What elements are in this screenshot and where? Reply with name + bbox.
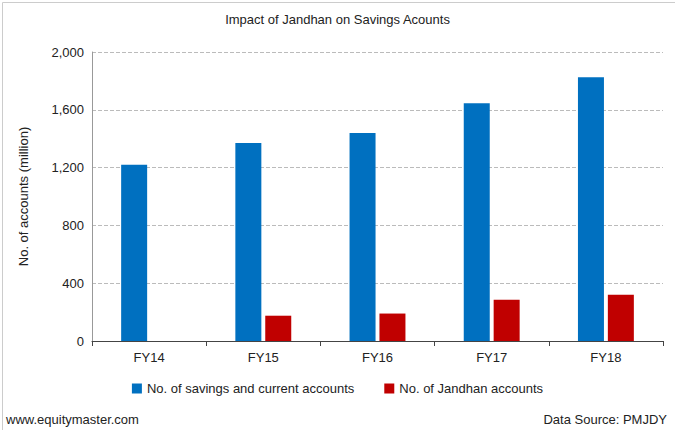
svg-text:1,200: 1,200	[51, 160, 84, 175]
svg-text:2,000: 2,000	[51, 45, 84, 60]
svg-text:FY17: FY17	[476, 350, 507, 365]
svg-text:800: 800	[62, 218, 84, 233]
svg-text:No. of savings and current acc: No. of savings and current accounts	[147, 381, 355, 396]
svg-text:Data Source: PMJDY: Data Source: PMJDY	[543, 412, 667, 427]
svg-text:FY14: FY14	[134, 350, 165, 365]
svg-text:400: 400	[62, 276, 84, 291]
svg-text:Impact of Jandhan on Savings A: Impact of Jandhan on Savings Acounts	[225, 12, 450, 27]
svg-text:FY15: FY15	[248, 350, 279, 365]
svg-text:FY16: FY16	[362, 350, 393, 365]
svg-text:0: 0	[77, 334, 84, 349]
svg-text:1,600: 1,600	[51, 102, 84, 117]
svg-text:No. of accounts (million): No. of accounts (million)	[16, 127, 31, 266]
svg-text:No. of Jandhan accounts: No. of Jandhan accounts	[399, 381, 543, 396]
svg-text:www.equitymaster.com: www.equitymaster.com	[5, 412, 139, 427]
svg-text:FY18: FY18	[590, 350, 621, 365]
